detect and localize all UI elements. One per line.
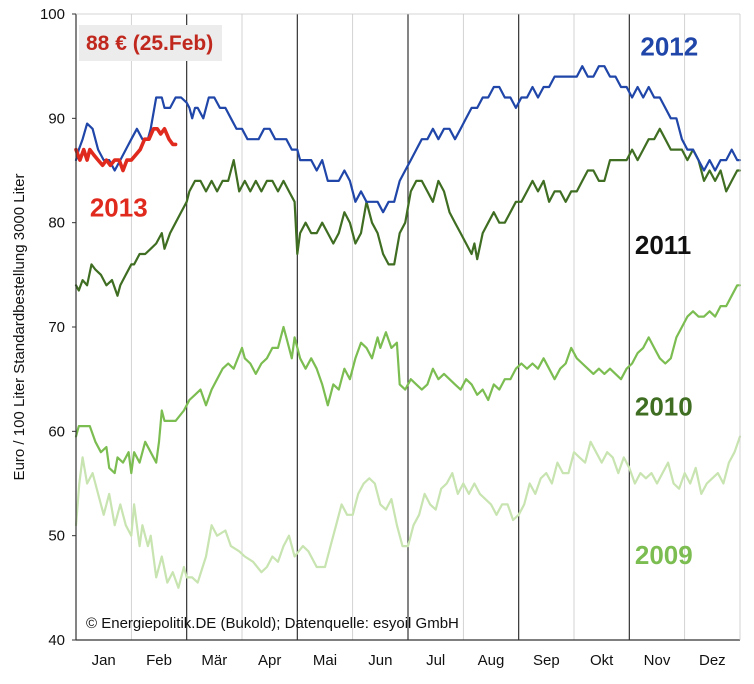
series-line-2010 xyxy=(74,284,742,475)
x-tick-label: Jun xyxy=(368,652,392,669)
y-tick-labels: 40 50 60 70 80 90 100 xyxy=(40,6,76,649)
x-tick-label: Dez xyxy=(699,652,726,669)
y-tick-label: 80 xyxy=(48,215,65,232)
series-label-2013: 2013 xyxy=(90,192,148,222)
series-label-2010: 2010 xyxy=(635,392,693,422)
annotation-text: 88 € (25.Feb) xyxy=(86,32,213,55)
y-tick-label: 50 xyxy=(48,528,65,545)
x-tick-label: Mär xyxy=(201,652,227,669)
y-tick-label: 40 xyxy=(48,632,65,649)
y-tick-label: 90 xyxy=(48,110,65,127)
x-tick-labels: Jan Feb Mär Apr Mai Jun Jul Aug Sep Okt Nov Dez xyxy=(92,652,726,669)
x-tick-label: Mai xyxy=(313,652,337,669)
series-line-2013 xyxy=(74,127,178,173)
series-line-2012 xyxy=(74,65,742,214)
annotation-badge xyxy=(79,25,222,61)
x-tick-label: Aug xyxy=(478,652,505,669)
y-axis-label: Euro / 100 Liter Standardbestellung 3000… xyxy=(11,174,28,481)
credit-text: © Energiepolitik.DE (Bukold); Datenquell… xyxy=(86,615,459,632)
x-tick-label: Jan xyxy=(92,652,116,669)
series-label-2011: 2011 xyxy=(635,230,691,260)
series-lines xyxy=(74,65,742,589)
x-tick-label: Jul xyxy=(426,652,445,669)
x-tick-label: Apr xyxy=(258,652,281,669)
x-tick-label: Feb xyxy=(146,652,172,669)
month-gridlines xyxy=(130,14,686,640)
x-tick-label: Sep xyxy=(533,652,560,669)
series-labels: 2009 2010 2011 2012 2013 xyxy=(90,32,698,570)
x-tick-label: Okt xyxy=(590,652,614,669)
series-line-2009 xyxy=(74,435,742,589)
series-label-2009: 2009 xyxy=(635,540,693,570)
x-tick-label: Nov xyxy=(644,652,671,669)
series-label-2012: 2012 xyxy=(640,32,698,62)
y-tick-label: 60 xyxy=(48,423,65,440)
series-line-2011 xyxy=(74,127,742,297)
y-tick-label: 100 xyxy=(40,6,65,23)
y-tick-label: 70 xyxy=(48,319,65,336)
